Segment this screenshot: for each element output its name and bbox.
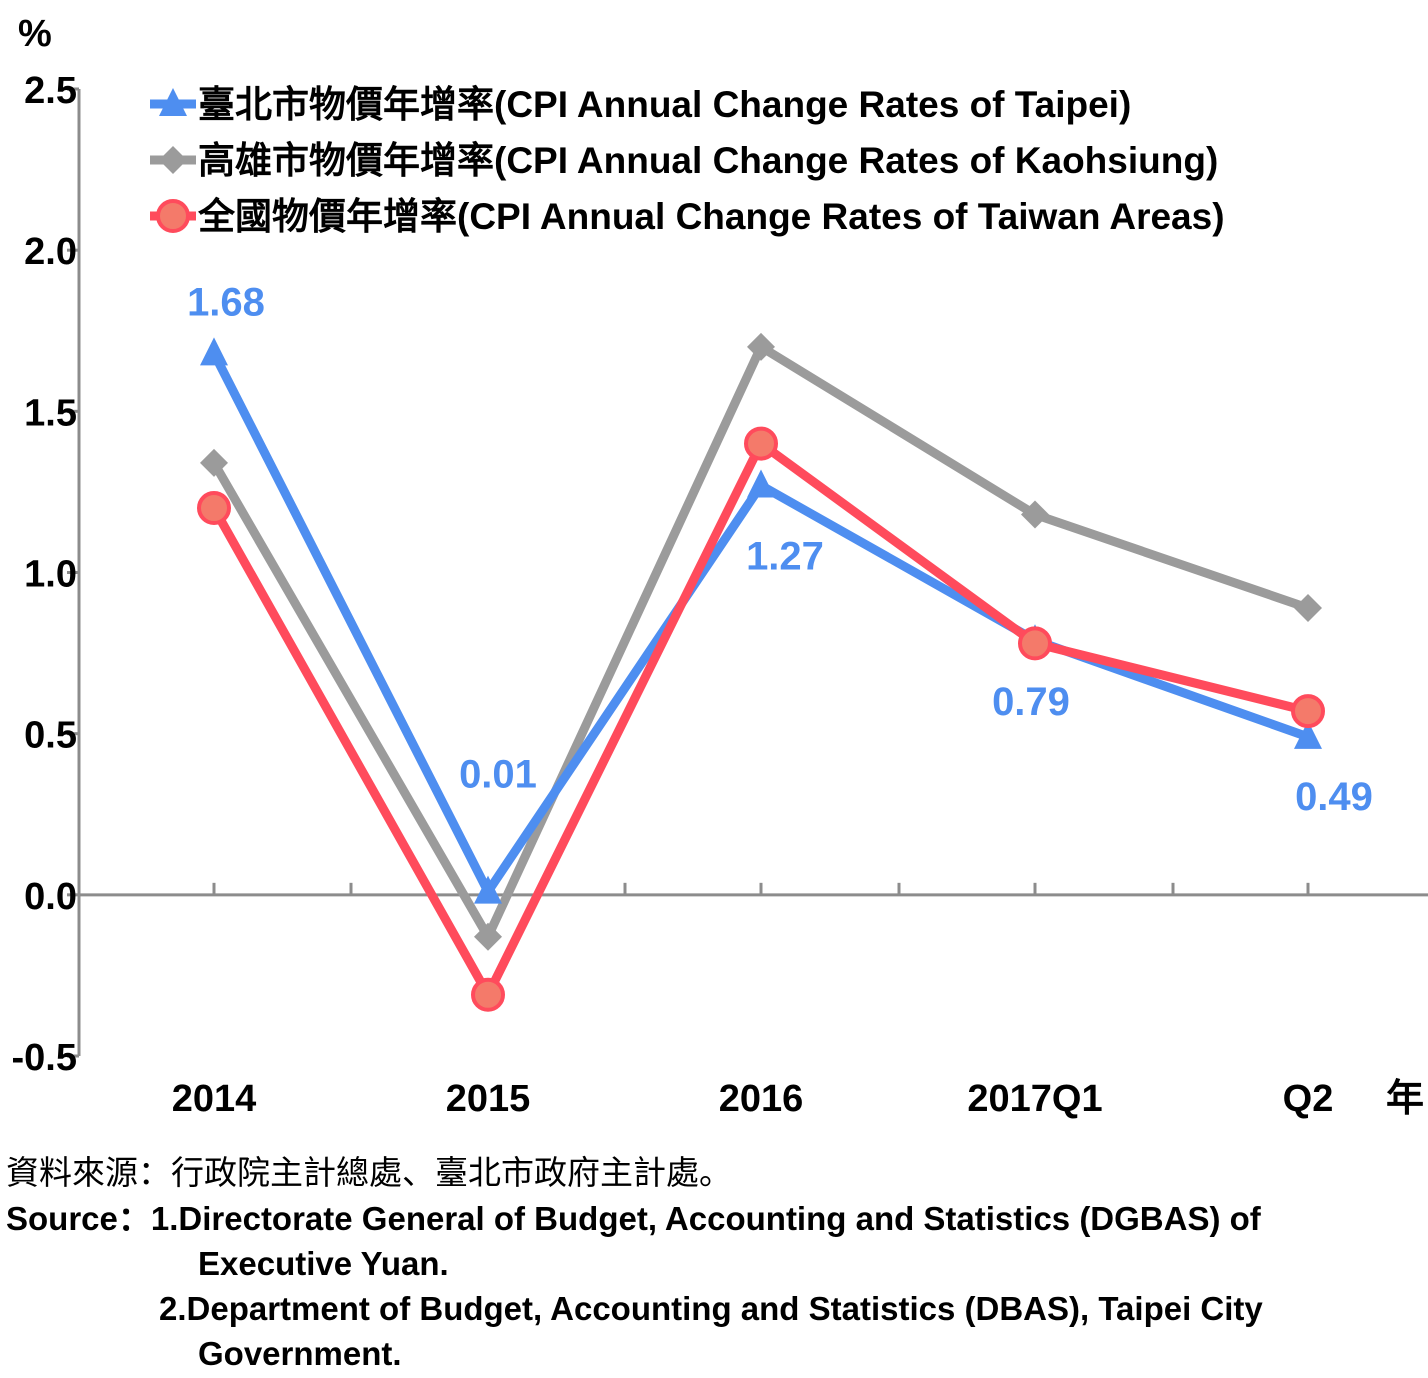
data-point (1018, 626, 1052, 661)
data-labels: 1.68 0.01 1.27 0.79 0.49 (187, 280, 1373, 819)
source-zh: 資料來源：行政院主計總處、臺北市政府主計處。 (6, 1154, 732, 1191)
y-tick-labels: 2.5 2.0 1.5 1.0 0.5 0.0 -0.5 (12, 70, 77, 1079)
y-tick-label: 0.5 (24, 715, 77, 757)
line-chart: % 2.52.01.51.00.50.0-0.5 2014 2015 2016 201… (12, 13, 1428, 1120)
data-point (471, 977, 505, 1012)
data-point (200, 337, 228, 366)
series-line (209, 439, 1313, 1000)
data-point (747, 332, 775, 361)
source-en-item1: 1.Directorate General of Budget, Account… (150, 1200, 1261, 1237)
x-tick-label: 2016 (719, 1078, 804, 1120)
data-point (1291, 694, 1325, 729)
source-en-line3: 2.Department of Budget, Accounting and S… (159, 1290, 1263, 1327)
data-point (747, 469, 775, 498)
series-3 (197, 426, 1325, 1012)
x-tick-label: 2014 (172, 1078, 257, 1120)
data-point (1294, 720, 1322, 749)
source-en-line4: Government. (198, 1335, 402, 1372)
data-point (474, 875, 502, 904)
y-tick-label: -0.5 (12, 1037, 77, 1079)
legend-marker (159, 88, 187, 116)
legend-marker (159, 146, 187, 174)
legend-label: 全國物價年增率(CPI Annual Change Rates of Taiwa… (197, 195, 1225, 237)
data-label: 0.49 (1295, 775, 1373, 819)
data-point (1294, 593, 1322, 622)
data-label: 0.01 (459, 753, 537, 797)
x-tick-label: 2015 (446, 1078, 531, 1120)
legend: 臺北市物價年增率(CPI Annual Change Rates of Taip… (150, 83, 1225, 237)
x-tick-label: Q2 (1283, 1078, 1334, 1120)
data-point (1021, 500, 1049, 529)
data-point (197, 491, 231, 526)
source-note: 資料來源：行政院主計總處、臺北市政府主計處。 Source：1.Director… (6, 1150, 1426, 1376)
data-label: 0.79 (992, 680, 1070, 724)
source-en-line2: Executive Yuan. (198, 1245, 449, 1282)
x-tick-labels: 2014 2015 2016 2017Q1 Q2 (172, 1078, 1334, 1120)
legend-item-1: 臺北市物價年增率(CPI Annual Change Rates of Taip… (150, 83, 1131, 125)
legend-item-2: 高雄市物價年增率(CPI Annual Change Rates of Kaoh… (150, 139, 1218, 181)
y-tick-label: 2.0 (24, 231, 77, 273)
y-tick-label: 1.0 (24, 554, 77, 596)
y-tick-label: 0.0 (24, 876, 77, 918)
x-tick-label: 2017Q1 (967, 1078, 1102, 1120)
axes (67, 87, 1428, 1058)
data-point (200, 448, 228, 477)
y-axis-unit: % (18, 13, 52, 55)
legend-marker (156, 199, 190, 233)
legend-item-3: 全國物價年增率(CPI Annual Change Rates of Taiwa… (150, 195, 1225, 237)
legend-label: 高雄市物價年增率(CPI Annual Change Rates of Kaoh… (198, 139, 1218, 181)
series-group (197, 332, 1325, 1012)
data-point (744, 426, 778, 461)
source-en-prefix: Source： (6, 1200, 151, 1237)
series-2 (200, 332, 1322, 951)
x-axis-unit: 年 (1386, 1078, 1424, 1120)
legend-label: 臺北市物價年增率(CPI Annual Change Rates of Taip… (198, 83, 1131, 125)
series-1 (200, 337, 1322, 904)
data-point (474, 922, 502, 951)
data-label: 1.27 (746, 534, 824, 578)
source-en-line1: Source：1.Directorate General of Budget, … (6, 1196, 1426, 1241)
y-tick-label: 2.5 (24, 70, 77, 112)
y-tick-label: 1.5 (24, 392, 77, 434)
data-label: 1.68 (187, 280, 265, 324)
